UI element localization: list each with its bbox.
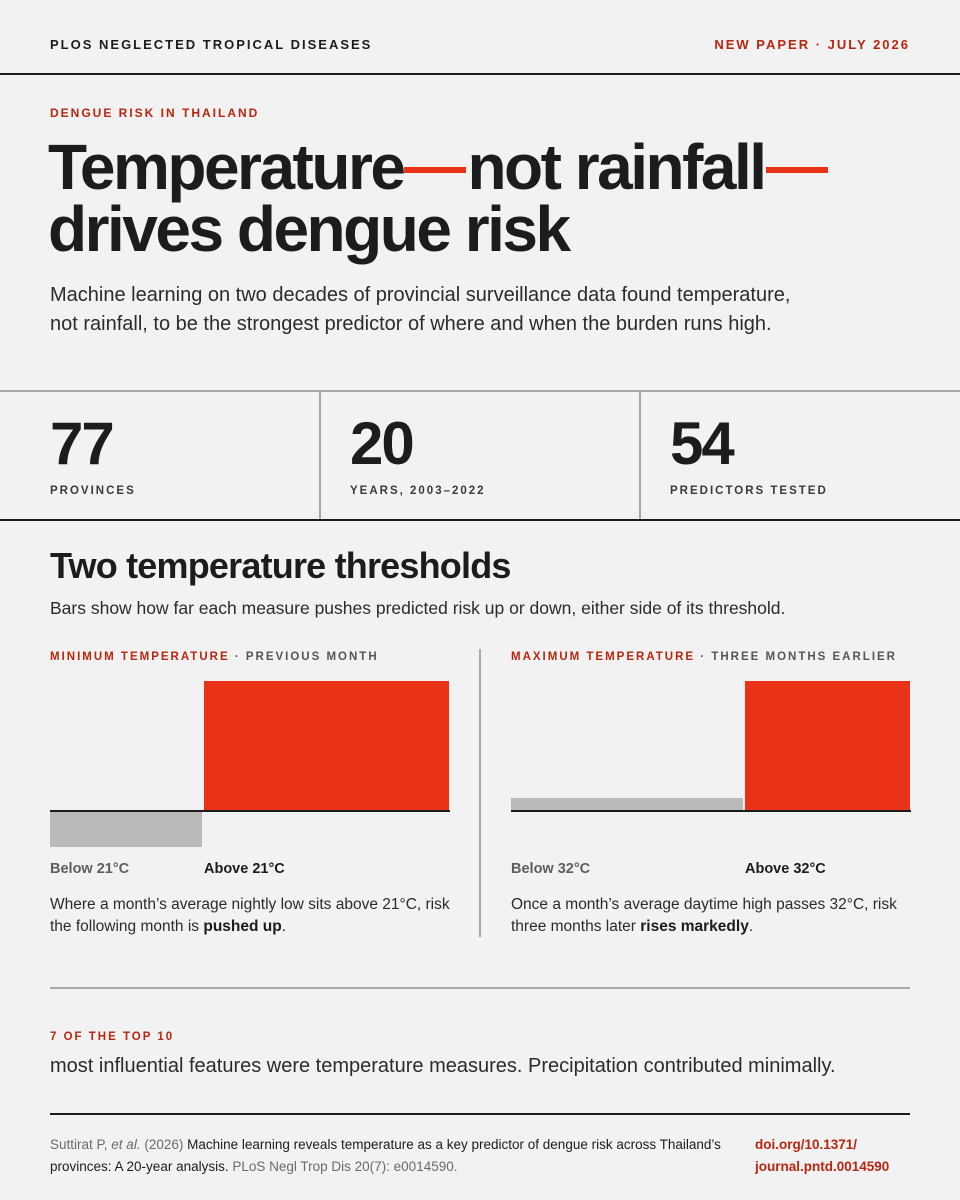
topten-text: most influential features were temperatu… bbox=[50, 1055, 836, 1077]
chart-2-title-accent: MAXIMUM TEMPERATURE bbox=[511, 651, 696, 663]
stat-predictors: 54 PREDICTORS TESTED bbox=[620, 392, 940, 520]
chart-2-label-below: Below 32°C bbox=[511, 861, 591, 877]
desc-text: Where a month’s average nightly low sits… bbox=[50, 896, 450, 935]
doi-line-1: doi.org/10.1371/ bbox=[755, 1137, 858, 1152]
topten-kicker: 7 OF THE TOP 10 bbox=[50, 1031, 175, 1043]
chart-2-title-rest: · THREE MONTHS EARLIER bbox=[695, 651, 897, 663]
doi-link[interactable]: doi.org/10.1371/journal.pntd.0014590 bbox=[755, 1134, 925, 1178]
chart-2-zero-line bbox=[511, 810, 911, 812]
chart-1-label-above: Above 21°C bbox=[204, 861, 285, 877]
headline-part-1: Temperature bbox=[48, 131, 406, 203]
desc-emphasis: rises markedly bbox=[640, 918, 749, 935]
stat-divider bbox=[639, 392, 641, 520]
citation-authors: Suttirat P, bbox=[50, 1137, 112, 1152]
citation-etal: et al. bbox=[111, 1137, 141, 1152]
topten-rule bbox=[50, 987, 910, 989]
stat-value: 54 bbox=[670, 410, 735, 477]
desc-text: . bbox=[748, 918, 754, 935]
desc-emphasis: pushed up bbox=[203, 918, 282, 935]
footer-rule bbox=[50, 1113, 910, 1115]
stat-label: PROVINCES bbox=[50, 485, 136, 497]
headline-dash bbox=[404, 167, 467, 174]
desc-text: . bbox=[281, 918, 287, 935]
chart-1-zero-line bbox=[50, 810, 450, 812]
journal-name: PLOS NEGLECTED TROPICAL DISEASES bbox=[50, 37, 373, 52]
chart-1-description: Where a month’s average nightly low sits… bbox=[50, 894, 450, 938]
headline-dash bbox=[765, 167, 828, 174]
stats-top-rule bbox=[0, 390, 960, 392]
headline: Temperature not rainfall drives dengue ris… bbox=[48, 135, 928, 261]
header-rule bbox=[0, 73, 960, 75]
section-title: Two temperature thresholds bbox=[50, 545, 511, 586]
citation-year: (2026) bbox=[140, 1137, 188, 1152]
chart-1-bar-above bbox=[204, 681, 449, 811]
chart-1-title-accent: MINIMUM TEMPERATURE bbox=[50, 651, 230, 663]
desc-text: Once a month’s average daytime high pass… bbox=[511, 896, 897, 935]
hero-kicker: DENGUE RISK IN THAILAND bbox=[50, 106, 260, 120]
chart-2-description: Once a month’s average daytime high pass… bbox=[511, 894, 911, 938]
headline-part-3: drives dengue risk bbox=[48, 193, 571, 265]
chart-2-label-above: Above 32°C bbox=[745, 861, 826, 877]
chart-1-bar-below bbox=[50, 811, 202, 848]
stats-bottom-rule bbox=[0, 519, 960, 521]
panel-divider bbox=[479, 649, 481, 937]
doi-line-2: journal.pntd.0014590 bbox=[755, 1159, 890, 1174]
chart-1-title: MINIMUM TEMPERATURE · PREVIOUS MONTH bbox=[50, 651, 379, 663]
chart-2-bar-below bbox=[511, 798, 743, 811]
stat-value: 77 bbox=[50, 410, 115, 477]
headline-part-2: not rainfall bbox=[467, 131, 767, 203]
stat-divider bbox=[319, 392, 321, 520]
stat-provinces: 77 PROVINCES bbox=[0, 392, 320, 520]
chart-1-title-rest: · PREVIOUS MONTH bbox=[229, 651, 379, 663]
stat-value: 20 bbox=[350, 410, 415, 477]
section-subtitle: Bars show how far each measure pushes pr… bbox=[50, 598, 786, 618]
chart-1-label-below: Below 21°C bbox=[50, 861, 130, 877]
citation: Suttirat P, et al. (2026) Machine learni… bbox=[50, 1134, 730, 1178]
stat-years: 20 YEARS, 2003–2022 bbox=[300, 392, 620, 520]
citation-title: Machine learning reveals temperature as … bbox=[50, 1137, 721, 1174]
hero-deck: Machine learning on two decades of provi… bbox=[50, 284, 791, 335]
issue-date: NEW PAPER · JULY 2026 bbox=[714, 37, 910, 52]
chart-2-bar-above bbox=[745, 681, 910, 811]
stat-label: YEARS, 2003–2022 bbox=[350, 485, 486, 497]
citation-journal: PLoS Negl Trop Dis 20(7): e0014590. bbox=[228, 1159, 458, 1174]
stat-label: PREDICTORS TESTED bbox=[670, 485, 828, 497]
chart-2-title: MAXIMUM TEMPERATURE · THREE MONTHS EARLI… bbox=[511, 651, 897, 663]
